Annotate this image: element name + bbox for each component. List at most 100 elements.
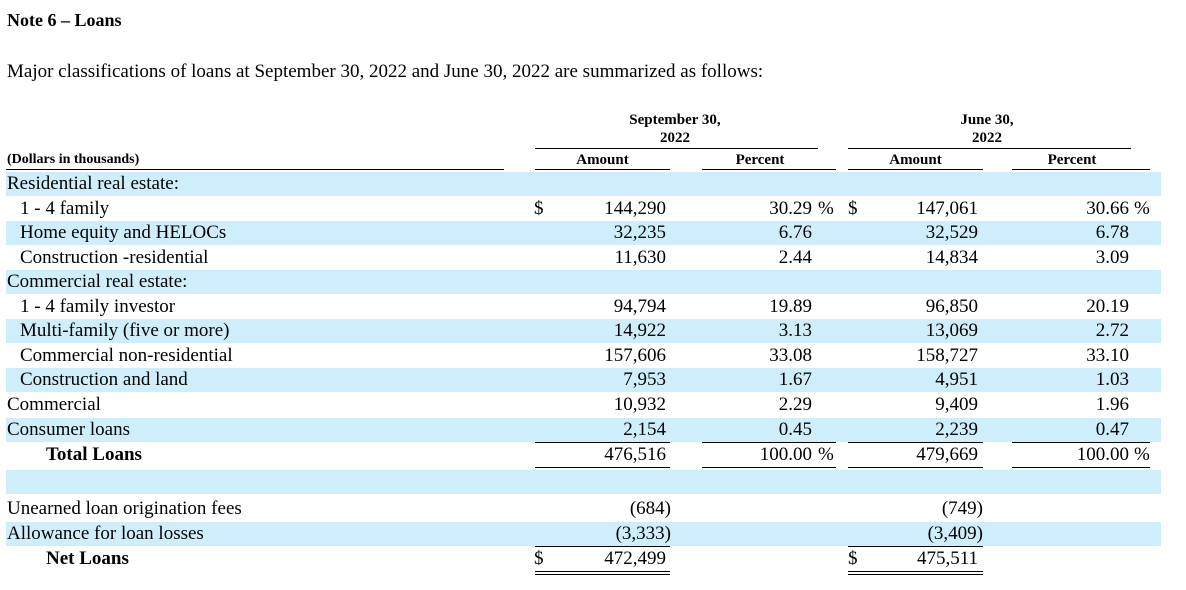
percent-jun: 1.03 — [1095, 369, 1129, 390]
header-rule-percent-jun — [1012, 169, 1150, 170]
amount-sep: 94,794 — [613, 296, 666, 317]
net-double-rule — [848, 571, 983, 575]
percent-jun: 2.72 — [1095, 320, 1129, 341]
row-label: Home equity and HELOCs — [20, 222, 227, 243]
percent-sep: 0.45 — [778, 419, 812, 440]
percent-sep: 30.29 — [769, 198, 812, 219]
percent-jun: 100.00 — [1076, 444, 1129, 465]
intro-text: Major classifications of loans at Septem… — [7, 61, 764, 82]
table-row: 1 - 4 family $ 144,290 30.29 % $ 147,061… — [6, 197, 1161, 221]
table-row: 1 - 4 family investor 94,794 19.89 96,85… — [6, 295, 1161, 319]
table-row: Multi-family (five or more) 14,922 3.13 … — [6, 319, 1161, 343]
dollars-in-thousands-label: (Dollars in thousands) — [7, 152, 140, 167]
row-label: Allowance for loan losses — [7, 523, 204, 544]
row-label: Commercial — [7, 394, 101, 415]
row-label: Commercial non-residential — [20, 345, 233, 366]
row-label: Construction and land — [20, 369, 188, 390]
percent-sep: 6.76 — [778, 222, 812, 243]
header-rule-percent-sep — [702, 169, 836, 170]
amount-sep: 10,932 — [613, 394, 666, 415]
percent-sep: 19.89 — [769, 296, 812, 317]
table-row: Construction -residential 11,630 2.44 14… — [6, 246, 1161, 270]
percent-sep: 3.13 — [778, 320, 812, 341]
period-header-jun-line1: June 30, — [960, 112, 1014, 128]
table-row: Construction and land 7,953 1.67 4,951 1… — [6, 368, 1161, 392]
percent-sep: 2.44 — [778, 247, 812, 268]
amount-jun: 96,850 — [925, 296, 978, 317]
currency-symbol: $ — [848, 548, 858, 569]
table-row: Home equity and HELOCs 32,235 6.76 32,52… — [6, 221, 1161, 245]
percent-sign: % — [818, 444, 834, 465]
percent-sep: 33.08 — [769, 345, 812, 366]
amount-jun: 475,511 — [916, 548, 978, 569]
table-row: Consumer loans 2,154 0.45 2,239 0.47 — [6, 418, 1161, 442]
amount-jun: (3,409) — [927, 523, 983, 544]
subtotal-rule — [702, 442, 836, 443]
period-header-sep: September 30, 2022 — [560, 111, 790, 147]
col-head-percent-sep: Percent — [735, 152, 785, 168]
percent-sign: % — [818, 198, 834, 219]
percent-jun: 30.66 — [1086, 198, 1129, 219]
amount-jun: (749) — [941, 498, 983, 519]
table-row-total-loans: Total Loans 476,516 100.00 % 479,669 100… — [6, 443, 1161, 467]
percent-jun: 20.19 — [1086, 296, 1129, 317]
row-label: Consumer loans — [7, 419, 130, 440]
amount-jun: 32,529 — [925, 222, 978, 243]
net-double-rule — [535, 571, 670, 575]
row-label: Net Loans — [46, 548, 129, 569]
amount-jun: 479,669 — [916, 444, 978, 465]
subtotal-rule — [848, 442, 983, 443]
row-label: Construction -residential — [20, 247, 209, 268]
row-label: Residential real estate: — [7, 173, 179, 194]
table-row-spacer — [6, 470, 1161, 494]
amount-jun: 158,727 — [916, 345, 978, 366]
amount-jun: 13,069 — [925, 320, 978, 341]
table-row-net-loans: Net Loans $ 472,499 $ 475,511 — [6, 547, 1161, 571]
col-head-amount-jun: Amount — [889, 152, 942, 168]
subtotal-rule — [535, 442, 670, 443]
amount-sep: 7,953 — [623, 369, 666, 390]
col-head-amount-sep: Amount — [576, 152, 629, 168]
currency-symbol: $ — [534, 198, 544, 219]
percent-jun: 1.96 — [1095, 394, 1129, 415]
table-row: Unearned loan origination fees (684) (74… — [6, 497, 1161, 521]
period-header-sep-line1: September 30, — [629, 112, 721, 128]
amount-jun: 14,834 — [925, 247, 978, 268]
period-jun-underline — [848, 148, 1131, 149]
amount-jun: 4,951 — [935, 369, 978, 390]
row-label: 1 - 4 family investor — [20, 296, 176, 317]
percent-jun: 0.47 — [1095, 419, 1129, 440]
amount-sep: 2,154 — [623, 419, 666, 440]
amount-sep: 11,630 — [614, 247, 666, 268]
table-row: Allowance for loan losses (3,333) (3,409… — [6, 522, 1161, 546]
row-label: Multi-family (five or more) — [20, 320, 230, 341]
table-row: Commercial 10,932 2.29 9,409 1.96 — [6, 393, 1161, 417]
table-row: Commercial non-residential 157,606 33.08… — [6, 344, 1161, 368]
amount-sep: 157,606 — [604, 345, 666, 366]
percent-sign: % — [1134, 198, 1150, 219]
period-header-jun-line2: 2022 — [972, 130, 1002, 146]
currency-symbol: $ — [848, 198, 858, 219]
amount-sep: 472,499 — [604, 548, 666, 569]
amount-sep: 476,516 — [604, 444, 666, 465]
subtotal-rule — [1012, 442, 1150, 443]
percent-sep: 2.29 — [778, 394, 812, 415]
row-label: Total Loans — [46, 444, 142, 465]
percent-sep: 1.67 — [778, 369, 812, 390]
amount-jun: 147,061 — [916, 198, 978, 219]
note-title: Note 6 – Loans — [7, 10, 122, 30]
percent-jun: 3.09 — [1095, 247, 1129, 268]
subtotal-rule — [535, 546, 670, 547]
header-rule-label — [6, 169, 504, 170]
row-label: Unearned loan origination fees — [7, 498, 242, 519]
currency-symbol: $ — [534, 548, 544, 569]
header-rule-amount-jun — [848, 169, 983, 170]
percent-sep: 100.00 — [759, 444, 812, 465]
percent-sign: % — [1134, 444, 1150, 465]
row-label: 1 - 4 family — [20, 198, 110, 219]
period-header-jun: June 30, 2022 — [872, 111, 1102, 147]
amount-sep: (684) — [629, 498, 671, 519]
amount-jun: 2,239 — [935, 419, 978, 440]
period-sep-underline — [535, 148, 818, 149]
col-head-percent-jun: Percent — [1047, 152, 1097, 168]
